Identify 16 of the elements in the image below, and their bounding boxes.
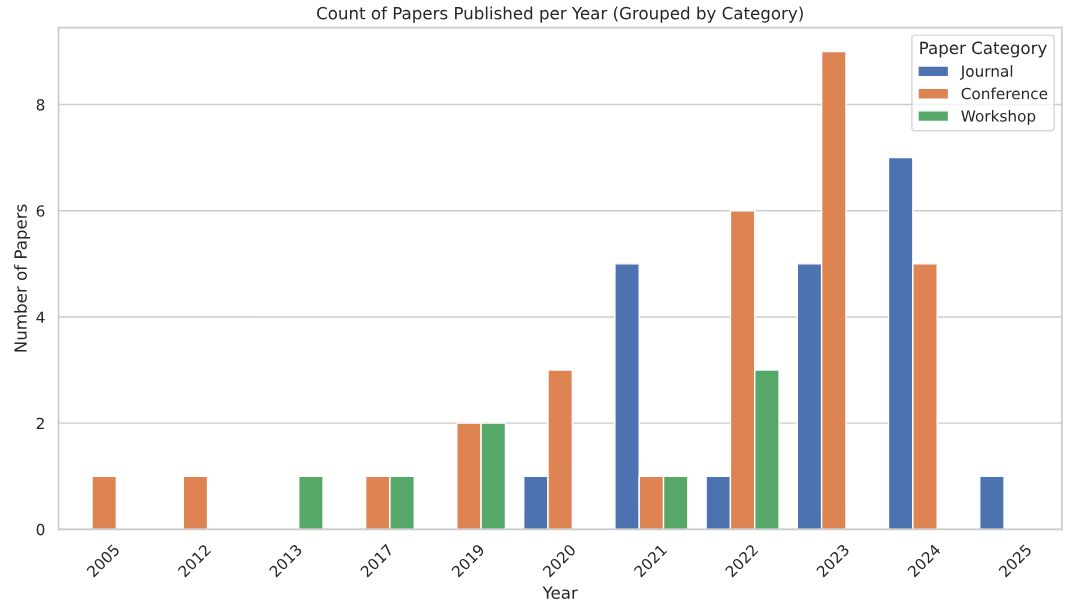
y-tick-label: 0 [36,523,45,536]
legend-title: Paper Category [920,41,1047,58]
bar [182,475,209,530]
bar [91,475,118,530]
y-tick-label: 4 [36,311,45,323]
legend-label: Workshop [961,109,1036,125]
legend-label: Journal [959,65,1013,80]
x-axis-title: Year [542,586,578,599]
y-axis-title: Number of Papers [13,204,31,352]
y-tick-label: 8 [36,99,45,111]
y-tick-label: 2 [36,417,44,429]
legend-label: Conference [961,87,1048,100]
y-tick-label: 6 [36,205,45,217]
bar [298,475,324,530]
bar [979,475,1005,530]
chart-title: Count of Papers Published per Year (Grouped by Category) [317,6,803,23]
